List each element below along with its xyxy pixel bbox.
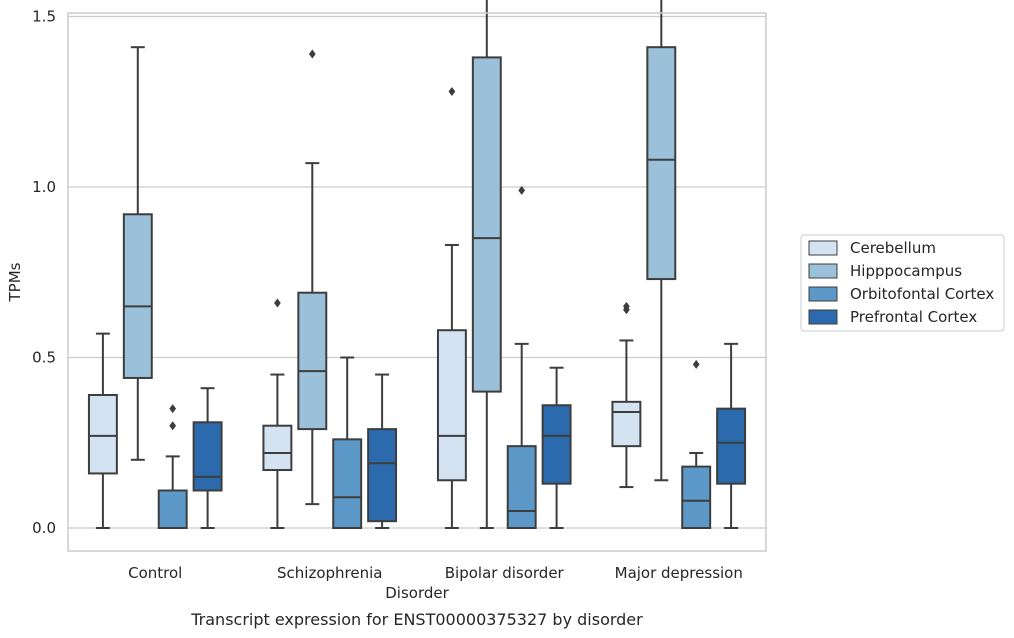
box-iqr (157, 489, 188, 529)
box-iqr (436, 329, 467, 482)
box-3-3 (716, 342, 747, 529)
box-0-2 (157, 404, 188, 529)
box-2-1 (471, 0, 502, 529)
box-iqr (646, 46, 677, 281)
y-tick-labels: 0.00.51.01.52.02.53.0 (32, 8, 56, 538)
box-1-0 (262, 298, 293, 529)
box-iqr (332, 438, 363, 529)
box-3-0 (611, 301, 642, 489)
box-iqr (262, 424, 293, 472)
outlier-0 (518, 185, 526, 195)
box-3-2 (681, 359, 712, 529)
legend-label-1: Hipppocampus (850, 262, 962, 280)
legend-label-2: Orbitofontal Cortex (850, 285, 994, 303)
outlier-1 (623, 301, 630, 311)
box-0-3 (192, 387, 223, 529)
box-iqr (471, 56, 502, 393)
box-1-2 (332, 356, 363, 529)
x-tick-labels: Control Schizophrenia Bipolar disorder Majo… (128, 564, 743, 582)
legend-label-3: Prefrontal Cortex (850, 308, 977, 326)
box-iqr (192, 421, 223, 492)
legend-swatch-0 (808, 240, 838, 256)
legend: Cerebellum Hipppocampus Orbitofontal Corte… (800, 234, 1005, 332)
box-iqr (367, 428, 398, 523)
box-iqr (297, 291, 328, 431)
box-1-3 (367, 373, 398, 529)
x-tick-label-1: Schizophrenia (277, 564, 382, 582)
legend-swatch-3 (808, 309, 838, 325)
box-iqr (87, 394, 118, 475)
box-0-1 (122, 46, 153, 461)
x-tick-label-2: Bipolar disorder (445, 564, 565, 582)
box-iqr (716, 407, 747, 485)
box-2-0 (436, 87, 467, 529)
y-tick-label-1: 0.5 (32, 349, 56, 367)
x-tick-label-3: Major depression (615, 564, 743, 582)
legend-label-0: Cerebellum (850, 239, 936, 257)
box-2-3 (541, 366, 572, 529)
outlier-0 (692, 359, 700, 369)
outlier-0 (308, 49, 316, 59)
outlier-0 (169, 421, 177, 431)
legend-swatch-1 (808, 263, 838, 279)
x-axis-label: Disorder (385, 584, 449, 602)
plot-frame (67, 12, 767, 552)
box-0-0 (87, 332, 118, 529)
box-iqr (681, 465, 712, 529)
box-iqr (506, 445, 537, 529)
chart-caption: Transcript expression for ENST0000037532… (190, 610, 643, 629)
box-3-1 (646, 0, 677, 482)
legend-swatch-2 (808, 286, 838, 302)
y-tick-label-0: 0.0 (32, 519, 56, 537)
outlier-1 (169, 404, 177, 414)
outlier-0 (274, 298, 281, 308)
box-2-2 (506, 185, 537, 529)
outlier-0 (448, 87, 456, 97)
y-axis-label: TPMs (6, 262, 24, 302)
legend-frame (800, 234, 1005, 332)
box-iqr (122, 213, 153, 379)
y-tick-label-3: 1.5 (32, 8, 56, 26)
box-iqr (611, 400, 642, 448)
x-tick-label-0: Control (128, 564, 182, 582)
box-series (87, 0, 747, 529)
y-tick-label-2: 1.0 (32, 178, 56, 196)
box-1-1 (297, 49, 328, 506)
box-iqr (541, 404, 572, 485)
